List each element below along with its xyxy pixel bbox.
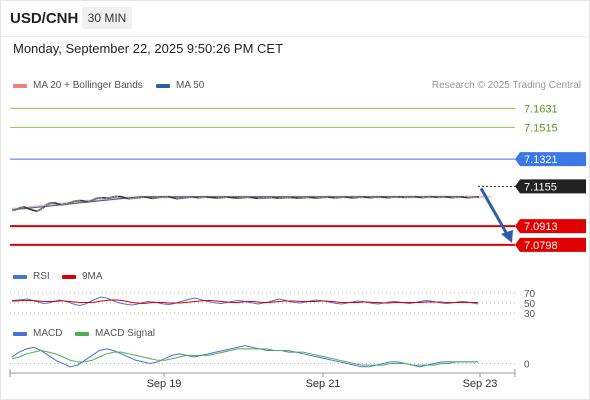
level-label-current: 7.1155 <box>524 181 557 193</box>
legend-macd-signal: MACD Signal <box>75 328 155 339</box>
bb-label: MA 20 + Bollinger Bands <box>33 80 143 91</box>
macd-line <box>11 345 478 368</box>
bb-swatch <box>13 83 27 88</box>
macd-tick-label: 0 <box>524 360 530 371</box>
x-tick-label: Sep 21 <box>306 378 341 390</box>
candle-body <box>91 199 94 202</box>
rsi-tick-label: 70 <box>524 289 536 300</box>
credit-label: Research © 2025 Trading Central <box>431 80 581 91</box>
candle-body <box>38 209 41 211</box>
candle-body <box>46 203 49 206</box>
legend-macd: MACD <box>13 328 62 339</box>
level-tag-current <box>515 179 586 194</box>
candle-body <box>39 208 42 210</box>
macd-swatch <box>13 331 27 336</box>
level-tag-support <box>515 219 586 234</box>
projection-arrow-head <box>501 229 513 243</box>
rsi-tick-label: 50 <box>524 299 536 310</box>
chart-header: USD/CNH 30 MIN <box>0 0 590 37</box>
ma50-swatch <box>156 83 170 88</box>
x-tick-label: Sep 23 <box>463 378 498 390</box>
rsi-ma-line <box>12 299 478 305</box>
rsi-swatch <box>13 274 27 279</box>
rsi-ma-label: 9MA <box>82 271 103 282</box>
legend-bb: MA 20 + Bollinger Bands <box>13 80 143 91</box>
candle-body <box>92 198 95 201</box>
candle-body <box>36 210 39 212</box>
legend-ma50: MA 50 <box>156 80 204 91</box>
candle-body <box>44 204 47 207</box>
macd-signal-swatch <box>75 331 89 336</box>
legend-rsi: RSI <box>13 271 50 282</box>
candle-body <box>41 207 44 209</box>
level-label-pivot: 7.1321 <box>524 154 558 166</box>
x-tick-label: Sep 19 <box>147 378 182 390</box>
candle-body <box>42 206 46 208</box>
ma50-label: MA 50 <box>176 80 205 91</box>
level-label-support: 7.0913 <box>524 221 558 233</box>
candle-body <box>476 196 480 198</box>
level-tag-support <box>515 237 586 252</box>
macd-label: MACD <box>33 328 63 339</box>
rsi-tick-label: 30 <box>524 309 536 320</box>
macd-signal-label: MACD Signal <box>95 328 156 339</box>
level-tag-pivot <box>515 152 586 167</box>
level-label-resistance: 7.1515 <box>524 122 558 134</box>
macd-signal-line <box>11 348 478 366</box>
level-label-support: 7.0798 <box>524 240 558 252</box>
projection-arrow-shaft <box>479 187 510 237</box>
chart-datetime: Monday, September 22, 2025 9:50:26 PM CE… <box>13 41 284 56</box>
rsi-label: RSI <box>33 271 50 282</box>
rsi-ma-swatch <box>62 274 76 279</box>
legend-rsi-ma: 9MA <box>62 271 103 282</box>
timeframe-button[interactable]: 30 MIN <box>82 7 132 29</box>
level-label-resistance: 7.1631 <box>524 103 558 115</box>
symbol-label: USD/CNH <box>10 10 79 27</box>
